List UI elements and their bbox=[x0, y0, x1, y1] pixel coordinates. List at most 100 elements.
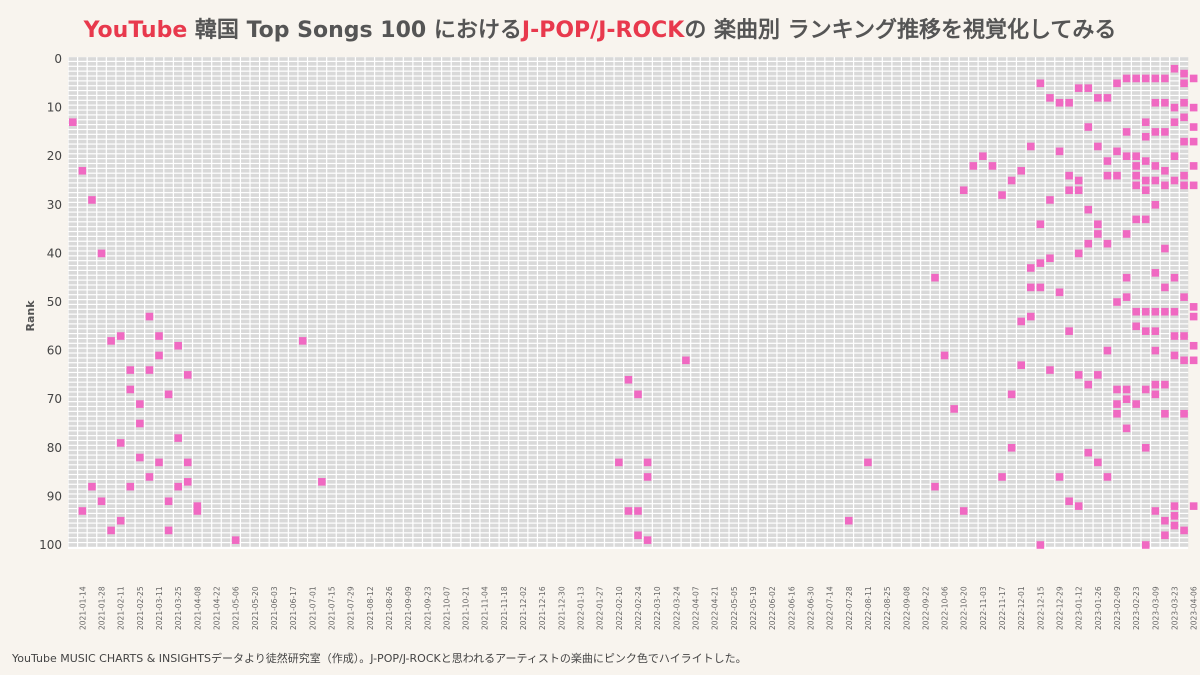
grid-cell bbox=[413, 198, 422, 202]
grid-cell bbox=[97, 57, 106, 61]
grid-cell bbox=[576, 261, 585, 265]
grid-cell bbox=[173, 261, 183, 265]
grid-cell bbox=[423, 100, 432, 105]
grid-cell bbox=[547, 125, 556, 129]
grid-cell bbox=[902, 57, 911, 61]
grid-cell bbox=[787, 164, 796, 168]
grid-cell bbox=[1170, 159, 1179, 163]
grid-cell bbox=[442, 241, 451, 246]
grid-cell bbox=[1084, 81, 1093, 86]
grid-cell bbox=[336, 120, 346, 125]
grid-cell bbox=[394, 159, 403, 163]
grid-cell bbox=[825, 217, 834, 222]
grid-cell bbox=[1007, 164, 1016, 168]
grid-cell bbox=[1074, 232, 1083, 236]
grid-cell bbox=[605, 178, 614, 183]
grid-cell bbox=[969, 202, 978, 207]
grid-cell bbox=[384, 159, 394, 163]
grid-cell bbox=[327, 110, 336, 115]
grid-cell bbox=[949, 227, 959, 231]
grid-cell bbox=[403, 207, 413, 212]
grid-cell bbox=[202, 188, 212, 193]
grid-cell bbox=[451, 66, 461, 71]
grid-cell bbox=[145, 144, 154, 149]
grid-cell bbox=[442, 100, 451, 105]
grid-cell bbox=[336, 164, 346, 168]
grid-cell bbox=[1055, 207, 1064, 212]
grid-cell bbox=[78, 232, 87, 236]
grid-cell bbox=[710, 198, 719, 202]
grid-cell bbox=[1112, 115, 1122, 120]
grid-cell bbox=[327, 188, 336, 193]
grid-cell bbox=[1084, 144, 1093, 149]
grid-cell bbox=[997, 105, 1007, 110]
grid-cell bbox=[451, 149, 461, 154]
grid-cell bbox=[1151, 149, 1160, 154]
grid-cell bbox=[1007, 198, 1016, 202]
grid-cell bbox=[969, 251, 978, 256]
grid-cell bbox=[873, 76, 882, 81]
grid-cell bbox=[844, 212, 853, 217]
grid-cell bbox=[997, 76, 1007, 81]
grid-cell bbox=[681, 198, 691, 202]
grid-cell bbox=[509, 256, 518, 261]
grid-cell bbox=[528, 120, 537, 125]
grid-cell bbox=[633, 207, 643, 212]
grid-cell bbox=[346, 188, 355, 193]
grid-cell bbox=[815, 212, 825, 217]
grid-cell bbox=[423, 105, 432, 110]
grid-cell bbox=[327, 66, 336, 71]
grid-cell bbox=[490, 144, 499, 149]
grid-cell bbox=[384, 183, 394, 188]
grid-cell bbox=[633, 261, 643, 265]
grid-cell bbox=[68, 256, 77, 261]
grid-cell bbox=[403, 120, 413, 125]
grid-cell bbox=[710, 100, 719, 105]
grid-cell bbox=[1131, 57, 1141, 61]
grid-cell bbox=[116, 261, 125, 265]
grid-cell bbox=[700, 159, 710, 163]
grid-cell bbox=[585, 236, 595, 241]
grid-cell bbox=[825, 149, 834, 154]
grid-cell bbox=[1036, 76, 1045, 81]
grid-cell bbox=[126, 178, 135, 183]
grid-cell bbox=[384, 207, 394, 212]
grid-cell bbox=[116, 86, 125, 90]
grid-cell bbox=[1084, 96, 1093, 100]
grid-cell bbox=[308, 100, 317, 105]
grid-cell bbox=[135, 212, 145, 217]
grid-cell bbox=[365, 261, 374, 265]
grid-cell bbox=[135, 57, 145, 61]
grid-cell bbox=[1131, 86, 1141, 90]
grid-cell bbox=[949, 91, 959, 95]
grid-cell bbox=[969, 168, 978, 173]
grid-cell bbox=[720, 256, 729, 261]
grid-cell bbox=[173, 202, 183, 207]
grid-cell bbox=[106, 139, 116, 144]
grid-cell bbox=[308, 241, 317, 246]
grid-cell bbox=[1170, 76, 1179, 81]
grid-cell bbox=[126, 251, 135, 256]
grid-cell bbox=[748, 173, 758, 178]
grid-cell bbox=[451, 173, 461, 178]
grid-cell bbox=[279, 241, 288, 246]
grid-cell bbox=[959, 125, 968, 129]
grid-cell bbox=[748, 232, 758, 236]
grid-cell bbox=[154, 198, 164, 202]
grid-cell bbox=[758, 227, 767, 231]
grid-cell bbox=[1131, 178, 1141, 183]
grid-cell bbox=[509, 198, 518, 202]
grid-cell bbox=[969, 188, 978, 193]
grid-cell bbox=[212, 110, 221, 115]
grid-cell bbox=[930, 168, 940, 173]
grid-cell bbox=[518, 232, 528, 236]
grid-cell bbox=[538, 154, 547, 159]
grid-cell bbox=[241, 66, 250, 71]
grid-cell bbox=[739, 227, 748, 231]
grid-cell bbox=[624, 120, 633, 125]
grid-cell bbox=[490, 246, 499, 251]
grid-cell bbox=[1141, 105, 1150, 110]
grid-cell bbox=[739, 66, 748, 71]
grid-cell bbox=[394, 168, 403, 173]
grid-cell bbox=[585, 86, 595, 90]
